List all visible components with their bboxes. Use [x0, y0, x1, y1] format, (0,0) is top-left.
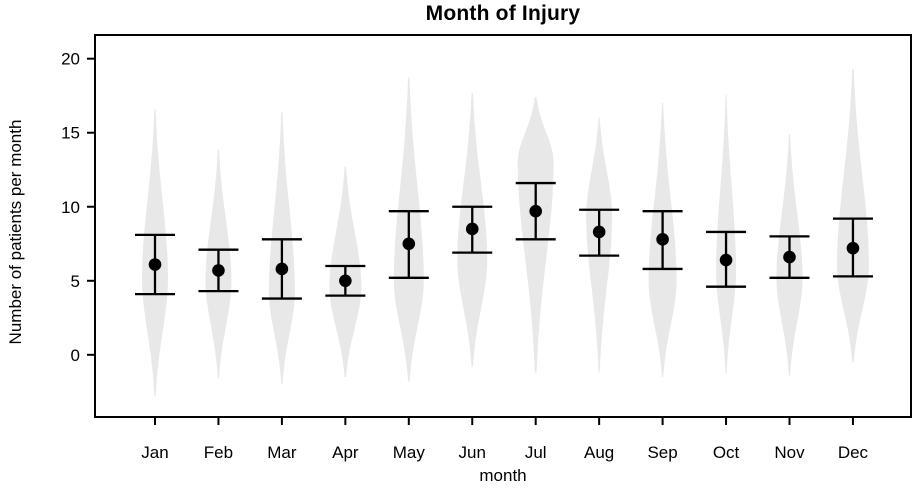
mean-point-feb [212, 264, 225, 277]
mean-point-jul [529, 204, 542, 218]
x-tick-label-may: May [393, 443, 426, 462]
x-tick-label-nov: Nov [774, 443, 805, 462]
y-tick-label: 0 [71, 346, 80, 365]
error-bar-feb [198, 248, 239, 293]
error-bar-nov [769, 235, 810, 279]
x-tick-label-jun: Jun [459, 443, 486, 462]
mean-point-sep [656, 233, 669, 246]
x-tick-label-dec: Dec [838, 443, 869, 462]
x-tick-label-jan: Jan [141, 443, 168, 462]
error-bar-sep [642, 210, 683, 271]
y-axis-title: Number of patients per month [6, 119, 25, 345]
violins [142, 69, 869, 397]
error-bar-mar [261, 238, 302, 300]
mean-point-jan [148, 258, 162, 271]
error-bar-jul [515, 181, 556, 241]
mean-point-may [402, 237, 416, 251]
y-tick-label: 5 [71, 272, 80, 291]
x-tick-label-feb: Feb [204, 443, 233, 462]
y-tick-label: 15 [61, 124, 80, 143]
mean-point-jun [465, 222, 479, 236]
error-bar-dec [832, 217, 873, 278]
mean-point-oct [719, 253, 733, 267]
error-bar-apr [325, 264, 366, 297]
mean-point-apr [339, 274, 352, 288]
error-bar-jun [452, 205, 493, 254]
x-tick-label-oct: Oct [713, 443, 740, 462]
mean-point-nov [783, 250, 796, 264]
violin-dec [837, 69, 869, 363]
x-tick-label-sep: Sep [647, 443, 677, 462]
error-bar-aug [579, 208, 620, 257]
x-tick-label-jul: Jul [525, 443, 547, 462]
x-axis-title: month [479, 466, 527, 485]
x-tick-label-mar: Mar [267, 443, 297, 462]
error-bar-jan [135, 233, 175, 296]
error-bar-may [388, 210, 429, 279]
y-axis: 0 5 10 15 20 [61, 50, 95, 365]
x-tick-label-apr: Apr [332, 443, 359, 462]
x-tick-label-aug: Aug [584, 443, 614, 462]
y-tick-label: 20 [61, 50, 80, 69]
mean-point-aug [592, 225, 606, 239]
y-tick-label: 10 [61, 198, 80, 217]
error-bar-oct [706, 230, 747, 288]
x-axis: Jan Feb Mar Apr May Jun Jul Aug Sep Oct Nov Dec [141, 417, 869, 462]
chart-title: Month of Injury [425, 2, 581, 25]
mean-point-mar [275, 262, 289, 276]
plot-frame [94, 34, 912, 418]
mean-point-dec [846, 241, 860, 255]
error-bars [135, 181, 873, 300]
